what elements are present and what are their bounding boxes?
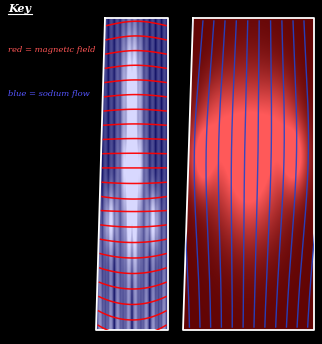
Text: red = magnetic field: red = magnetic field	[8, 46, 96, 54]
Text: Key: Key	[8, 3, 31, 14]
Text: blue = sodium flow: blue = sodium flow	[8, 90, 90, 98]
